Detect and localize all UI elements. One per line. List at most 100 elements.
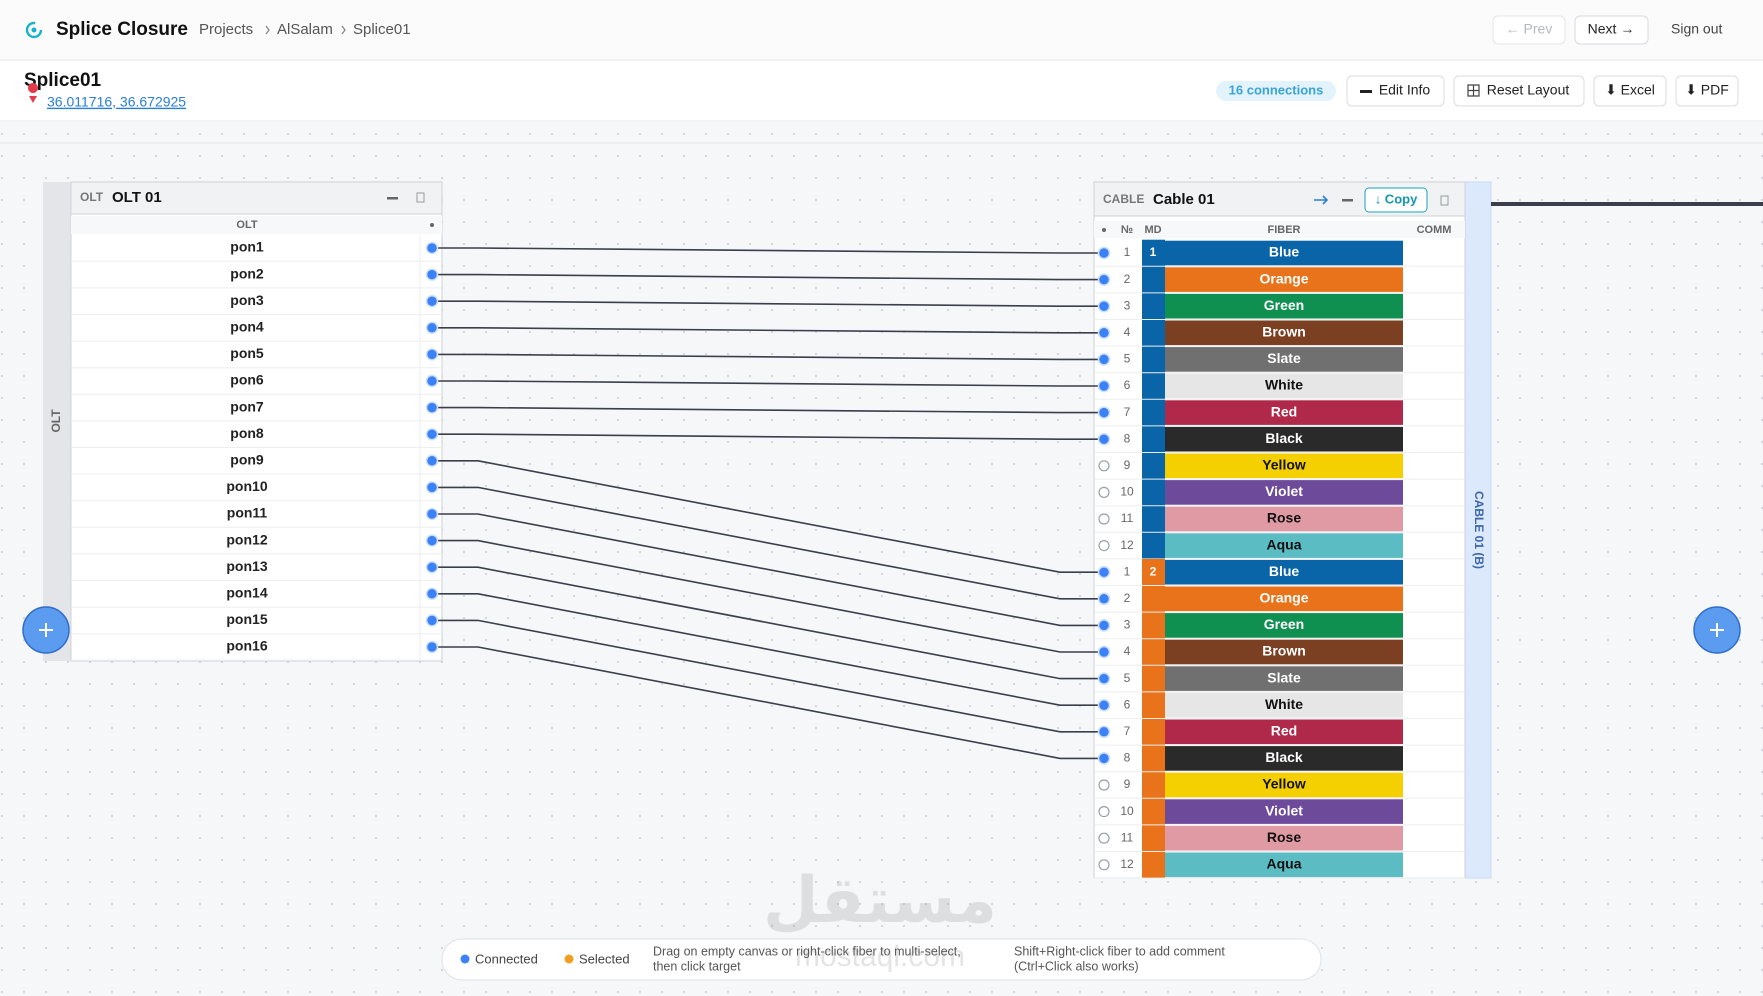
toolbar-button[interactable] bbox=[1453, 75, 1585, 107]
delete-icon[interactable] bbox=[1440, 195, 1449, 206]
fiber-number: 7 bbox=[1124, 724, 1131, 738]
legend-selected: Selected bbox=[579, 951, 630, 966]
fiber-name: Black bbox=[1265, 749, 1303, 765]
fiber-dot-connected[interactable] bbox=[1097, 645, 1111, 659]
fiber-dot-connected[interactable] bbox=[1097, 273, 1111, 286]
collapse-icon[interactable] bbox=[387, 197, 398, 200]
fiber-color bbox=[1165, 666, 1403, 691]
port-dot-connected[interactable] bbox=[425, 241, 439, 255]
fiber-color bbox=[1165, 692, 1403, 718]
port-dot-connected[interactable] bbox=[425, 374, 439, 388]
fiber-number: 6 bbox=[1124, 697, 1131, 711]
fiber-dot[interactable] bbox=[1098, 805, 1110, 818]
fiber-dot[interactable] bbox=[1098, 832, 1110, 844]
connection-line bbox=[432, 380, 1104, 387]
port-dot-connected[interactable] bbox=[425, 534, 439, 547]
port-dot-connected[interactable] bbox=[425, 614, 439, 627]
fiber-dot-connected[interactable] bbox=[1097, 353, 1111, 366]
fiber-dot-connected[interactable] bbox=[1097, 406, 1111, 419]
page-title: Splice01 bbox=[24, 70, 102, 91]
port-name: pon1 bbox=[230, 239, 264, 255]
toolbar-button[interactable] bbox=[1346, 75, 1445, 107]
fiber-name: Red bbox=[1271, 723, 1297, 739]
fiber-dot-connected[interactable] bbox=[1097, 725, 1111, 739]
breadcrumb-item: AlSalam bbox=[277, 21, 333, 38]
fiber-dot[interactable] bbox=[1098, 859, 1110, 871]
olt-column-header bbox=[71, 216, 442, 234]
copy-label: ↓ Copy bbox=[1375, 191, 1418, 206]
fiber-dot-connected[interactable] bbox=[1097, 379, 1111, 393]
fiber-dot-connected[interactable] bbox=[1097, 592, 1111, 606]
fiber-color bbox=[1165, 559, 1403, 585]
port-dot-connected[interactable] bbox=[425, 560, 439, 574]
breadcrumb-item: Splice01 bbox=[353, 21, 411, 38]
fiber-name: Rose bbox=[1267, 510, 1301, 526]
fiber-dot-connected[interactable] bbox=[1097, 698, 1111, 712]
fiber-dot-connected[interactable] bbox=[1097, 299, 1111, 313]
port-name: pon6 bbox=[230, 372, 264, 388]
fiber-number: 12 bbox=[1120, 538, 1134, 552]
fiber-number: 3 bbox=[1124, 618, 1131, 632]
fiber-number: 9 bbox=[1124, 458, 1131, 472]
hint-comment: Shift+Right-click fiber to add comment bbox=[1014, 944, 1225, 958]
port-name: pon4 bbox=[230, 319, 264, 335]
fiber-dot-connected[interactable] bbox=[1097, 619, 1111, 632]
fiber-dot[interactable] bbox=[1098, 460, 1110, 472]
fiber-dot-connected[interactable] bbox=[1097, 246, 1111, 260]
port-dot-connected[interactable] bbox=[425, 294, 439, 308]
port-dot-connected[interactable] bbox=[425, 587, 439, 601]
fiber-color bbox=[1165, 586, 1403, 612]
port-dot-connected[interactable] bbox=[425, 348, 439, 361]
port-name: pon13 bbox=[226, 558, 267, 574]
fiber-number: 2 bbox=[1124, 591, 1131, 605]
fiber-color bbox=[1165, 240, 1403, 266]
port-dot-connected[interactable] bbox=[425, 427, 439, 441]
fiber-color bbox=[1165, 480, 1403, 505]
port-name: pon5 bbox=[230, 345, 264, 361]
fiber-dot[interactable] bbox=[1098, 539, 1110, 552]
copy-button[interactable] bbox=[1364, 187, 1428, 213]
coordinates-link[interactable]: 36.011716, 36.672925 bbox=[47, 94, 186, 110]
fiber-color bbox=[1165, 825, 1403, 851]
fiber-color bbox=[1165, 373, 1403, 399]
port-dot-connected[interactable] bbox=[425, 640, 439, 654]
collapse-icon[interactable] bbox=[1342, 199, 1353, 202]
connection-line bbox=[432, 566, 1104, 680]
toolbar-button[interactable] bbox=[1675, 75, 1739, 107]
dot-column-icon bbox=[430, 223, 434, 227]
location-pin bbox=[28, 83, 39, 103]
fiber-dot-connected[interactable] bbox=[1097, 672, 1111, 685]
fiber-dot[interactable] bbox=[1098, 486, 1110, 498]
fiber-dot-connected[interactable] bbox=[1097, 326, 1111, 340]
port-dot-connected[interactable] bbox=[425, 454, 439, 468]
port-dot-connected[interactable] bbox=[425, 507, 439, 521]
fiber-dot-connected[interactable] bbox=[1097, 752, 1111, 765]
fiber-name: Aqua bbox=[1267, 856, 1302, 872]
cable-column-label: MD bbox=[1144, 224, 1161, 236]
connection-line bbox=[432, 273, 1104, 281]
port-dot-connected[interactable] bbox=[425, 401, 439, 414]
delete-icon[interactable] bbox=[416, 192, 425, 203]
fiber-number: 4 bbox=[1124, 325, 1131, 339]
toolbar-button[interactable] bbox=[1593, 75, 1667, 107]
port-dot-connected[interactable] bbox=[425, 268, 439, 281]
topbar bbox=[0, 0, 1763, 60]
port-name: pon11 bbox=[227, 505, 268, 521]
fiber-dot[interactable] bbox=[1098, 779, 1110, 791]
olt-side-strip bbox=[43, 182, 71, 661]
fiber-number: 11 bbox=[1121, 830, 1134, 844]
port-dot-connected[interactable] bbox=[425, 481, 439, 494]
fiber-number: 12 bbox=[1120, 857, 1134, 871]
connections-badge bbox=[1216, 81, 1336, 101]
fiber-dot[interactable] bbox=[1098, 513, 1110, 525]
next-button[interactable] bbox=[1574, 15, 1649, 45]
prev-button[interactable] bbox=[1492, 15, 1566, 45]
fiber-dot-connected[interactable] bbox=[1097, 432, 1111, 446]
direction-arrow[interactable] bbox=[1314, 195, 1329, 205]
port-name: pon8 bbox=[230, 425, 264, 441]
fiber-color bbox=[1165, 320, 1403, 346]
hint-select: Drag on empty canvas or right-click fibe… bbox=[653, 944, 961, 958]
port-name: pon15 bbox=[226, 611, 267, 627]
port-dot-connected[interactable] bbox=[425, 321, 439, 335]
fiber-dot-connected[interactable] bbox=[1097, 565, 1111, 579]
